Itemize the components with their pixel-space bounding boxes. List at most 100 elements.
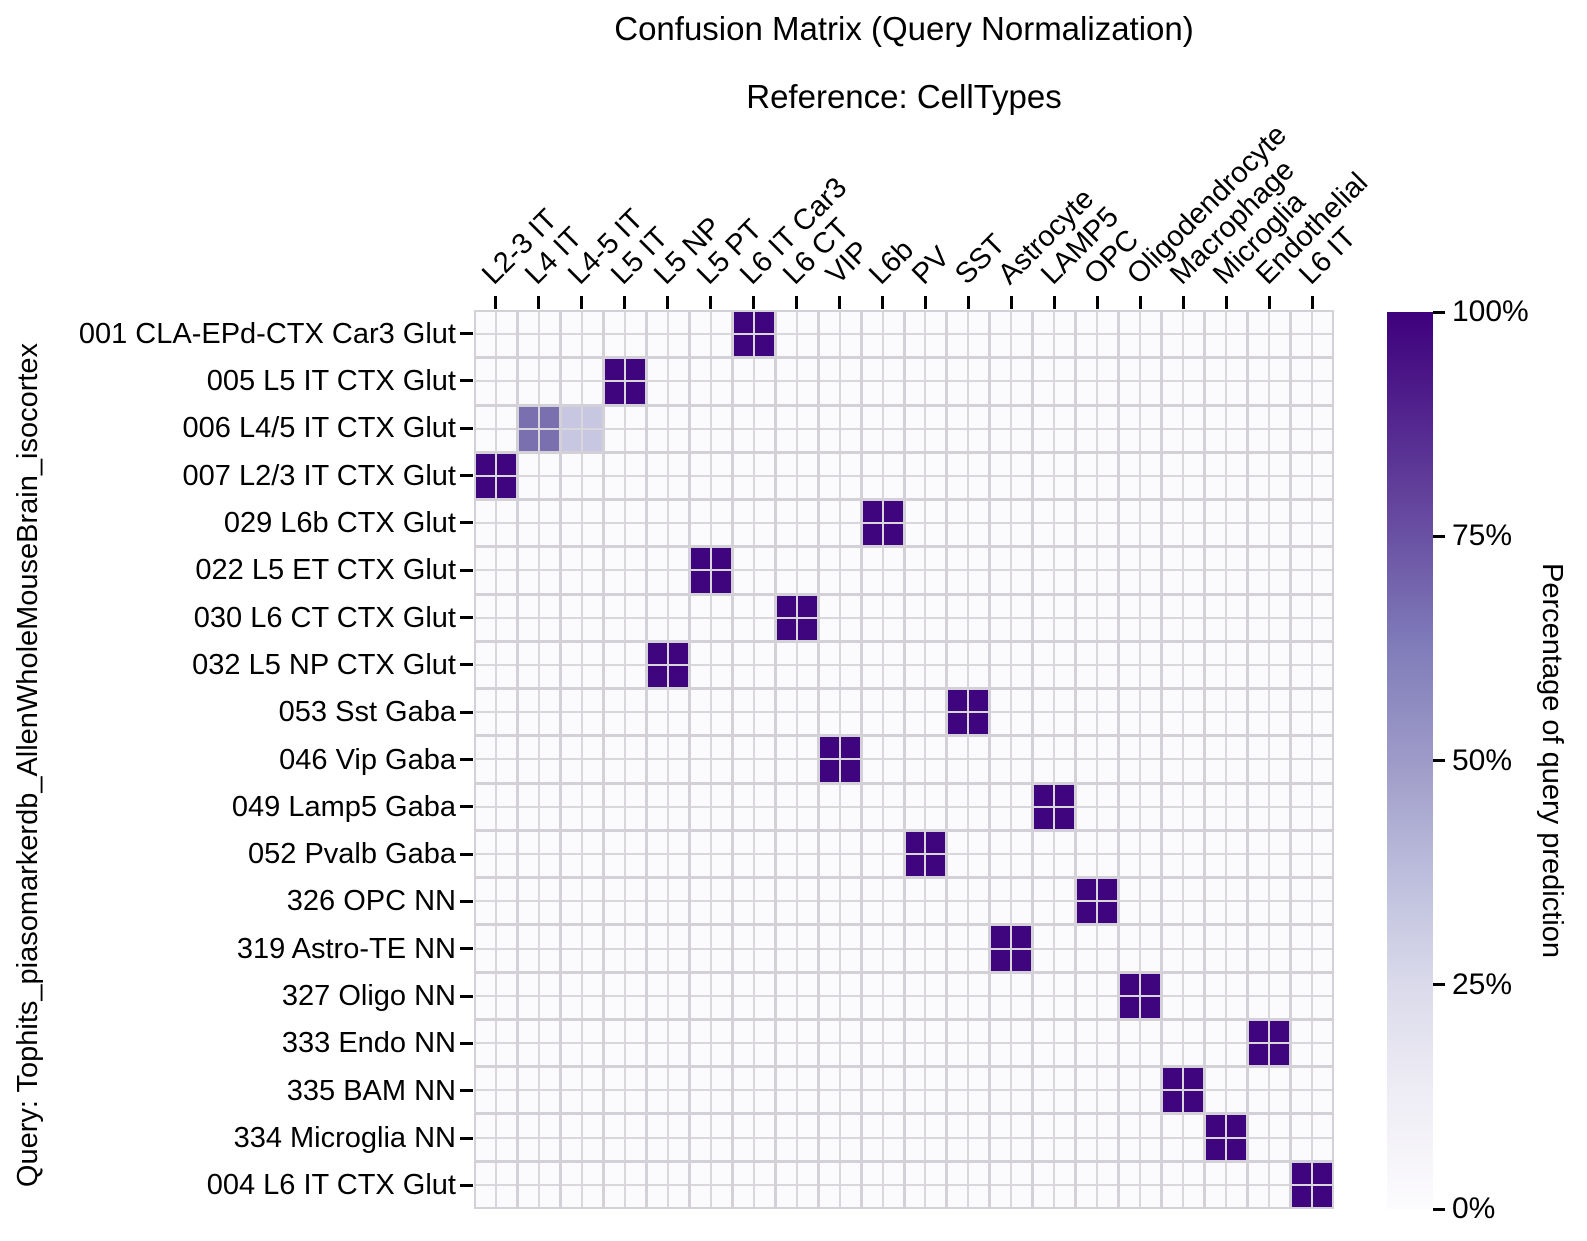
heatmap-subcell xyxy=(647,453,667,475)
heatmap-subcell xyxy=(1077,382,1097,404)
heatmap-subcell xyxy=(1249,1044,1269,1066)
heatmap-subcell xyxy=(1163,571,1183,593)
heatmap-subcell xyxy=(1227,595,1247,617)
heatmap-subcell xyxy=(539,548,559,570)
heatmap-cell xyxy=(647,548,688,593)
heatmap-cell xyxy=(733,1020,774,1066)
heatmap-subcell xyxy=(625,642,645,664)
heatmap-subcell xyxy=(604,382,624,404)
heatmap-subcell xyxy=(668,879,688,901)
heatmap-subcell xyxy=(991,1020,1011,1043)
heatmap-subcell xyxy=(561,501,581,523)
heatmap-subcell xyxy=(1163,855,1183,877)
chart-title: Confusion Matrix (Query Normalization) xyxy=(614,10,1194,47)
heatmap-subcell xyxy=(476,312,495,334)
y-tick xyxy=(460,852,473,856)
heatmap-subcell xyxy=(539,571,559,593)
heatmap-subcell xyxy=(561,335,581,357)
heatmap-subcell xyxy=(1077,1091,1097,1113)
heatmap-cell xyxy=(1077,1115,1118,1160)
heatmap-subcell xyxy=(1184,807,1204,829)
y-tick xyxy=(460,663,473,667)
heatmap-subcell xyxy=(776,453,796,475)
heatmap-subcell xyxy=(1227,855,1247,877)
heatmap-cell xyxy=(1163,1020,1204,1066)
heatmap-cell xyxy=(476,784,516,829)
heatmap-subcell xyxy=(797,642,817,664)
heatmap-subcell xyxy=(690,335,710,357)
heatmap-subcell xyxy=(1098,429,1118,451)
heatmap-subcell xyxy=(1120,949,1140,971)
heatmap-cell xyxy=(905,879,946,924)
heatmap-cell xyxy=(1206,737,1247,782)
heatmap-subcell xyxy=(1270,1162,1290,1184)
heatmap-subcell xyxy=(1098,831,1118,854)
heatmap-subcell xyxy=(862,642,882,664)
heatmap-subcell xyxy=(1184,1068,1204,1090)
heatmap-cell xyxy=(776,501,817,546)
heatmap-subcell xyxy=(862,784,882,806)
heatmap-subcell xyxy=(496,406,516,428)
heatmap-subcell xyxy=(1098,737,1118,759)
heatmap-subcell xyxy=(926,879,946,901)
heatmap-subcell xyxy=(840,784,860,806)
heatmap-cell xyxy=(1206,642,1247,688)
heatmap-subcell xyxy=(819,312,839,334)
heatmap-subcell xyxy=(776,690,796,712)
heatmap-subcell xyxy=(625,382,645,404)
heatmap-subcell xyxy=(1141,949,1161,971)
heatmap-subcell xyxy=(819,665,839,688)
heatmap-cell xyxy=(1034,831,1075,877)
heatmap-subcell xyxy=(1313,807,1332,829)
heatmap-subcell xyxy=(1034,855,1054,877)
heatmap-subcell xyxy=(711,665,731,688)
heatmap-cell xyxy=(1077,831,1118,877)
heatmap-cell xyxy=(905,831,946,877)
heatmap-subcell xyxy=(1249,760,1269,782)
heatmap-cell xyxy=(1034,453,1075,499)
heatmap-subcell xyxy=(883,926,903,948)
heatmap-subcell xyxy=(840,382,860,404)
heatmap-subcell xyxy=(1077,312,1097,334)
heatmap-subcell xyxy=(754,996,774,1018)
heatmap-subcell xyxy=(883,571,903,593)
heatmap-subcell xyxy=(991,476,1011,499)
heatmap-subcell xyxy=(668,996,688,1018)
heatmap-cell xyxy=(476,312,516,357)
heatmap-subcell xyxy=(926,618,946,640)
heatmap-subcell xyxy=(991,926,1011,948)
heatmap-subcell xyxy=(1012,359,1032,381)
heatmap-subcell xyxy=(1249,359,1269,381)
heatmap-subcell xyxy=(625,665,645,688)
heatmap-subcell xyxy=(1141,831,1161,854)
heatmap-subcell xyxy=(1055,1138,1075,1160)
heatmap-subcell xyxy=(711,1185,731,1207)
heatmap-subcell xyxy=(754,713,774,735)
heatmap-subcell xyxy=(476,406,495,428)
heatmap-subcell xyxy=(905,1020,925,1043)
heatmap-subcell xyxy=(1313,359,1332,381)
heatmap-cell xyxy=(647,501,688,546)
y-tick-label: 004 L6 IT CTX Glut xyxy=(206,1169,456,1202)
heatmap-subcell xyxy=(754,760,774,782)
y-tick xyxy=(460,332,473,336)
heatmap-subcell xyxy=(819,760,839,782)
heatmap-subcell xyxy=(668,973,688,995)
heatmap-subcell xyxy=(1313,879,1332,901)
heatmap-subcell xyxy=(840,926,860,948)
heatmap-subcell xyxy=(1206,737,1226,759)
heatmap-subcell xyxy=(991,996,1011,1018)
heatmap-subcell xyxy=(948,476,968,499)
heatmap-subcell xyxy=(476,1091,495,1113)
heatmap-subcell xyxy=(1012,1138,1032,1160)
heatmap-subcell xyxy=(926,406,946,428)
heatmap-subcell xyxy=(1055,996,1075,1018)
heatmap-subcell xyxy=(969,713,989,735)
heatmap-subcell xyxy=(561,429,581,451)
heatmap-cell xyxy=(862,453,903,499)
heatmap-subcell xyxy=(754,548,774,570)
heatmap-subcell xyxy=(1098,996,1118,1018)
heatmap-subcell xyxy=(496,595,516,617)
heatmap-cell xyxy=(862,1068,903,1113)
heatmap-subcell xyxy=(862,429,882,451)
